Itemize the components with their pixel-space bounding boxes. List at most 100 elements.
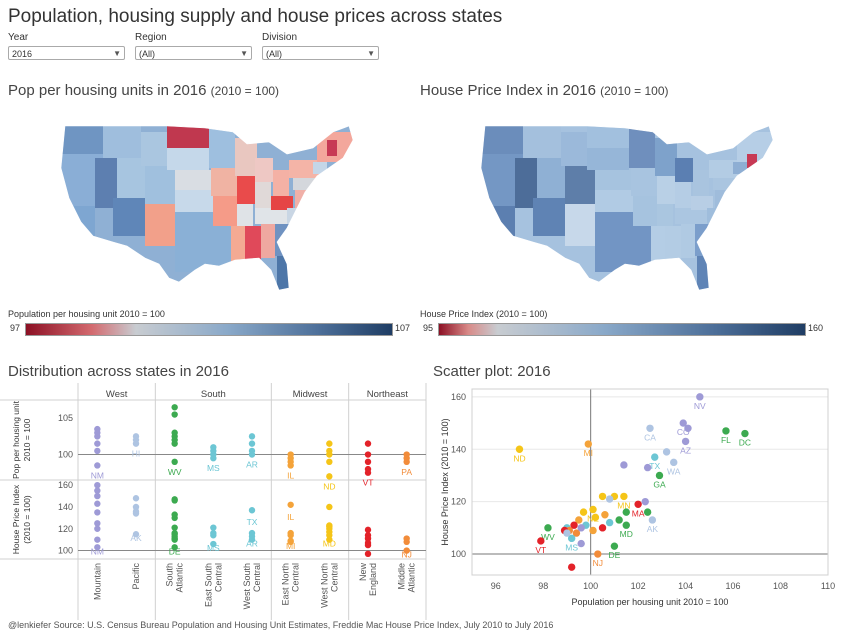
scatter-ytick-label: 100 (451, 549, 466, 559)
strip-pop-point (210, 454, 217, 462)
hpi-legend-max: 160 (808, 323, 824, 333)
scatter-point-label: ND (513, 453, 525, 463)
strip-hpi-point (326, 503, 333, 511)
scatter-point (681, 437, 690, 446)
scatter-point-label: NV (694, 401, 706, 411)
strip-pop-point (364, 458, 372, 466)
strip-region-header: Midwest (293, 389, 328, 400)
strip-pop-point (132, 440, 140, 447)
scatter-point-label: MN (617, 500, 630, 510)
strip-hpi-state-label: IL (287, 512, 294, 522)
strip-division-label: Atlantic (175, 563, 185, 593)
scatter-point (601, 511, 609, 519)
strip-division-label: West South (242, 563, 252, 609)
scatter-point (643, 508, 652, 516)
strip-division-label: Central (291, 563, 301, 592)
hpi-map-states (481, 126, 773, 290)
strip-region-header: South (201, 389, 226, 400)
strip-hpi-point (94, 481, 101, 489)
pop-map-title: Pop per housing units in 2016 (2010 = 10… (8, 82, 279, 99)
scatter-point (643, 463, 652, 472)
pop-per-housing-map[interactable] (55, 118, 375, 318)
strip-hpi-point (94, 487, 101, 494)
scatter-point (572, 529, 581, 537)
strip-hpi-point (94, 500, 101, 507)
scatter-point (646, 424, 654, 432)
strip-hpi-point (94, 509, 101, 516)
scatter-point (622, 508, 630, 516)
division-filter-label: Division (262, 32, 298, 43)
scatter-point (679, 419, 687, 427)
strip-division-label: Middle (397, 563, 407, 590)
scatter-point-label: TX (649, 461, 660, 471)
scatter-ytick-label: 120 (451, 497, 466, 507)
scatter-point (741, 429, 749, 438)
scatter-xtick-label: 102 (631, 581, 646, 591)
house-price-index-map[interactable] (475, 118, 795, 318)
scatter-xtick-label: 96 (491, 581, 501, 591)
region-select-value: (All) (139, 49, 155, 59)
scatter-point (662, 448, 671, 456)
scatter-point (622, 521, 630, 529)
scatter-point (589, 526, 597, 535)
scatter-point (620, 461, 628, 469)
scatter-point-label: AZ (680, 445, 691, 455)
scatter-point-label: MD (620, 529, 633, 539)
division-select-value: (All) (266, 49, 282, 59)
scatter-point (670, 458, 678, 467)
strip-division-label: Central (252, 563, 262, 592)
strip-hpi-state-label: AK (130, 533, 142, 543)
strip-hpi-point (248, 507, 256, 514)
strip-hpi-point (364, 526, 372, 534)
strip-hpi-point (171, 514, 178, 522)
strip-title: Distribution across states in 2016 (8, 363, 229, 380)
hpi-map-title: House Price Index in 2016 (2010 = 100) (420, 82, 669, 99)
pop-map-states (61, 126, 353, 290)
strip-pop-state-label: PA (401, 467, 412, 477)
scatter-point-label: WA (667, 466, 681, 476)
scatter-point (577, 524, 585, 532)
strip-hpi-point (248, 536, 256, 543)
strip-pop-point (326, 458, 333, 466)
scatter-point (544, 524, 552, 532)
strip-hpi-point (287, 538, 294, 546)
scatter-point (579, 508, 588, 516)
strip-hpi-point (132, 531, 140, 538)
scatter-point (615, 516, 623, 524)
scatter-point-label: MA (632, 508, 645, 518)
scatter-ytick-label: 140 (451, 444, 466, 454)
scatter-plot[interactable]: 160 140 120 100 96 98 100 102 104 106 108 110 Popula… (430, 383, 840, 620)
strip-hpi-tick-label: 100 (58, 546, 73, 556)
scatter-point (570, 521, 578, 529)
scatter-point (722, 427, 730, 435)
footer-source: @lenkiefer Source: U.S. Census Bureau Po… (8, 620, 554, 630)
strip-division-label: Pacific (131, 563, 141, 590)
scatter-x-axis-label: Population per housing unit 2010 = 100 (572, 597, 729, 607)
scatter-point (537, 537, 545, 545)
strip-hpi-row-label: House Price Index (11, 484, 21, 554)
strip-pop-point (364, 440, 372, 447)
chevron-down-icon: ▼ (240, 49, 248, 58)
scatter-point (598, 524, 607, 532)
division-select[interactable]: (All) ▼ (262, 46, 379, 60)
scatter-point (575, 516, 583, 524)
strip-pop-point (248, 433, 256, 440)
strip-hpi-tick-label: 140 (58, 502, 73, 512)
scatter-point (684, 424, 692, 432)
strip-hpi-state-label: DE (169, 546, 181, 556)
chevron-down-icon: ▼ (113, 49, 121, 58)
strip-pop-point (326, 440, 333, 447)
strip-hpi-state-label: NJ (401, 550, 411, 560)
strip-hpi-point (94, 520, 101, 527)
strip-pop-state-label: AR (246, 460, 258, 470)
scatter-title: Scatter plot: 2016 (433, 363, 551, 380)
scatter-point (651, 453, 659, 461)
strip-pop-state-label: HI (132, 449, 141, 459)
distribution-strip-plot[interactable]: West South Midwest Northeast 105 100 160 140 120… (0, 383, 430, 620)
year-select[interactable]: 2016 ▼ (8, 46, 125, 60)
pop-legend-max: 107 (395, 323, 411, 333)
strip-pop-point (248, 451, 256, 458)
region-select[interactable]: (All) ▼ (135, 46, 252, 60)
scatter-point (515, 445, 524, 453)
strip-division-label: West North (319, 563, 329, 608)
